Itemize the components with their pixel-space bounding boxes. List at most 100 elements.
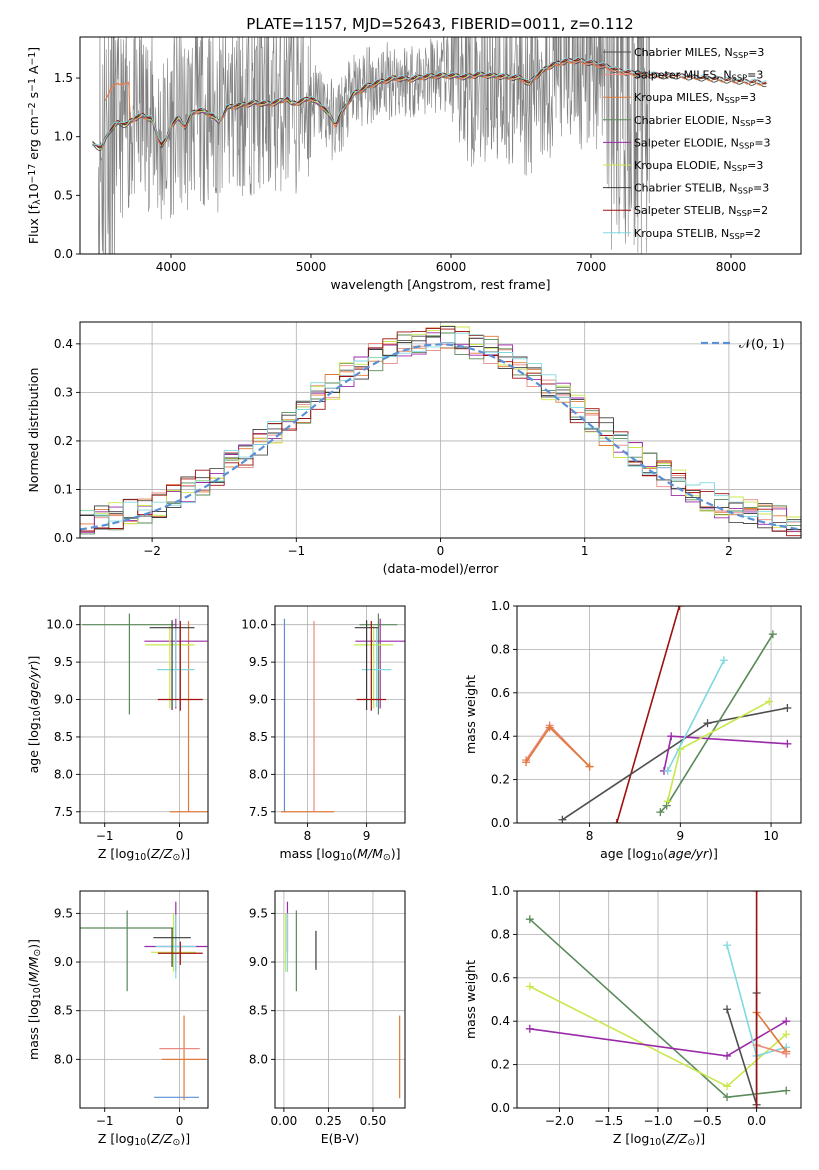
- weight-vs-Z-point-2-1: [723, 1051, 732, 1060]
- weight-vs-Z-xlabel: Z [log10(Z/Z⊙)]: [613, 1131, 705, 1148]
- weight-vs-age-point-2-0: [612, 819, 621, 823]
- mass-vs-Z-xtick-label-1: 0: [176, 1114, 184, 1128]
- weight-vs-Z-point-7-1: [752, 891, 761, 895]
- mass-vs-ebv-xtick-label-0: 0.00: [271, 1114, 298, 1128]
- mass-vs-ebv-plot-area: [285, 901, 401, 1099]
- spectrum-legend-label-5: Kroupa ELODIE, NSSP=3: [634, 159, 763, 173]
- weight-vs-age-frame: [516, 605, 802, 824]
- weight-vs-Z-xtick-label-2: −1.0: [643, 1114, 672, 1128]
- mass-vs-Z-ylabel: mass [log10(M/M⊙)]: [26, 939, 43, 1060]
- weight-vs-Z-point-0-0: [525, 915, 534, 924]
- mass-vs-Z-xtick-label-0: −1: [96, 1114, 114, 1128]
- weight-vs-Z-series-line-6: [756, 1044, 787, 1055]
- weight-vs-age-ytick-label-1: 0.2: [491, 773, 510, 787]
- weight-vs-age-xlabel: age [log10(age/yr)]: [600, 846, 718, 863]
- weight-vs-Z-point-1-1: [723, 1082, 732, 1091]
- weight-vs-age-ytick-label-0: 0.0: [491, 816, 510, 830]
- residual-hist-7: [80, 328, 801, 537]
- spectrum-xtick-label-2: 6000: [436, 260, 467, 274]
- age-vs-mass-ytick-label-0: 7.5: [249, 805, 268, 819]
- weight-vs-age-point-2-1: [675, 606, 684, 610]
- weight-vs-Z-ytick-label-1: 0.2: [491, 1058, 510, 1072]
- spectrum-xtick-label-0: 4000: [156, 260, 187, 274]
- weight-vs-Z-xtick-label-3: −0.5: [693, 1114, 722, 1128]
- residuals-ytick-label-4: 0.4: [54, 337, 73, 351]
- weight-vs-Z-point-3-0: [723, 941, 732, 950]
- residuals-xlabel: (data-model)/error: [383, 561, 500, 576]
- weight-vs-age-plot-area: [522, 606, 792, 823]
- weight-vs-Z-xtick-label-0: −2.0: [545, 1114, 574, 1128]
- age-vs-Z-ytick-label-2: 8.5: [54, 730, 73, 744]
- weight-vs-age-point-6-2: [765, 697, 774, 706]
- mass-vs-Z-plot-area: [80, 901, 208, 1101]
- spectrum-xtick-label-4: 8000: [716, 260, 747, 274]
- weight-vs-age-series-line-3: [561, 707, 788, 821]
- weight-vs-Z-series-line-5: [755, 1012, 787, 1053]
- weight-vs-age-point-4-2: [768, 630, 777, 639]
- residuals-xtick-label-1: −1: [287, 544, 305, 558]
- weight-vs-Z-ytick-label-0: 0.0: [491, 1101, 510, 1115]
- weight-vs-Z-frame: [516, 890, 802, 1109]
- spectrum-plot-area: [92, 37, 768, 254]
- spectrum-xtick-label-3: 7000: [576, 260, 607, 274]
- spectrum-legend-label-8: Kroupa STELIB, NSSP=2: [634, 227, 761, 241]
- age-vs-mass-xlabel: mass [log10(M/M⊙)]: [280, 846, 401, 863]
- residuals-xtick-label-2: 0: [437, 544, 445, 558]
- mass-vs-ebv-ytick-label-1: 8.5: [249, 1004, 268, 1018]
- age-vs-mass-ytick-label-3: 9.0: [249, 693, 268, 707]
- weight-vs-Z-ytick-label-2: 0.4: [491, 1014, 510, 1028]
- residuals-xtick-label-0: −2: [143, 544, 161, 558]
- spectrum-ytick-label-2: 1.0: [54, 130, 73, 144]
- spectrum-legend-label-3: Chabrier ELODIE, NSSP=3: [634, 114, 772, 128]
- weight-vs-Z-point-1-0: [525, 982, 534, 991]
- spectrum-ytick-label-1: 0.5: [54, 188, 73, 202]
- spectrum-frame: [79, 36, 802, 255]
- weight-vs-Z-ylabel: mass weight: [463, 960, 478, 1039]
- spectrum-legend-label-0: Chabrier MILES, NSSP=3: [634, 46, 764, 60]
- spectrum-legend-label-1: Salpeter MILES, NSSP=3: [634, 69, 763, 83]
- figure-title: PLATE=1157, MJD=52643, FIBERID=0011, z=0…: [246, 15, 633, 33]
- spectrum-legend-label-2: Kroupa MILES, NSSP=3: [634, 91, 756, 105]
- spectrum-model-line-8: [92, 56, 767, 146]
- residuals-plot-area: [80, 325, 801, 537]
- weight-vs-age-series-line-6: [666, 700, 770, 802]
- spectrum-xtick-label-1: 5000: [296, 260, 327, 274]
- spectrum-ytick-label-3: 1.5: [54, 71, 73, 85]
- residual-gaussian-curve: [80, 343, 801, 531]
- weight-vs-Z-ytick-label-4: 0.8: [491, 927, 510, 941]
- weight-vs-age-point-7-1: [719, 656, 728, 665]
- weight-vs-age-point-3-0: [558, 815, 567, 823]
- age-vs-Z-ytick-label-3: 9.0: [54, 693, 73, 707]
- weight-vs-age-ylabel: mass weight: [463, 675, 478, 754]
- mass-vs-ebv-ytick-label-0: 8.0: [249, 1052, 268, 1066]
- age-vs-mass-ytick-label-4: 9.5: [249, 655, 268, 669]
- age-vs-Z-ylabel: age [log10(age/yr)]: [26, 656, 43, 774]
- weight-vs-Z-point-1-2: [782, 1030, 791, 1039]
- weight-vs-age-point-1-2: [585, 762, 594, 771]
- spectrum-legend-label-7: Salpeter STELIB, NSSP=2: [634, 204, 768, 218]
- weight-vs-Z-ytick-label-5: 1.0: [491, 884, 510, 898]
- weight-vs-age-xtick-label-0: 8: [586, 829, 594, 843]
- age-vs-Z-xtick-label-0: −1: [96, 829, 114, 843]
- mass-vs-ebv-xtick-label-1: 0.25: [315, 1114, 342, 1128]
- age-vs-Z-ytick-label-0: 7.5: [54, 805, 73, 819]
- weight-vs-Z-xtick-label-1: −1.5: [594, 1114, 623, 1128]
- weight-vs-age-ytick-label-2: 0.4: [491, 729, 510, 743]
- age-vs-mass-ytick-label-1: 8.0: [249, 767, 268, 781]
- residuals-xtick-label-4: 2: [725, 544, 733, 558]
- weight-vs-age-point-1-1: [545, 723, 554, 732]
- residuals-ytick-label-0: 0.0: [54, 531, 73, 545]
- weight-vs-age-ytick-label-5: 1.0: [491, 599, 510, 613]
- weight-vs-age-point-7-0: [663, 766, 672, 775]
- age-vs-Z-xtick-label-1: 0: [176, 829, 184, 843]
- weight-vs-age-series-line-7: [666, 659, 725, 772]
- mass-vs-ebv-ytick-label-2: 9.0: [249, 955, 268, 969]
- weight-vs-Z-point-2-2: [782, 1017, 791, 1026]
- spectrum-ytick-label-0: 0.0: [54, 247, 73, 261]
- residual-legend-label: 𝒩(0, 1): [739, 336, 785, 351]
- weight-vs-age-point-4-1: [662, 801, 671, 810]
- weight-vs-age-point-1-0: [522, 758, 531, 767]
- weight-vs-Z-xtick-label-4: 0.0: [747, 1114, 766, 1128]
- spectrum-ylabel: Flux [fλ10−17 erg cm−2 s−1 A−1]: [26, 47, 43, 244]
- weight-vs-age-point-3-1: [703, 719, 712, 728]
